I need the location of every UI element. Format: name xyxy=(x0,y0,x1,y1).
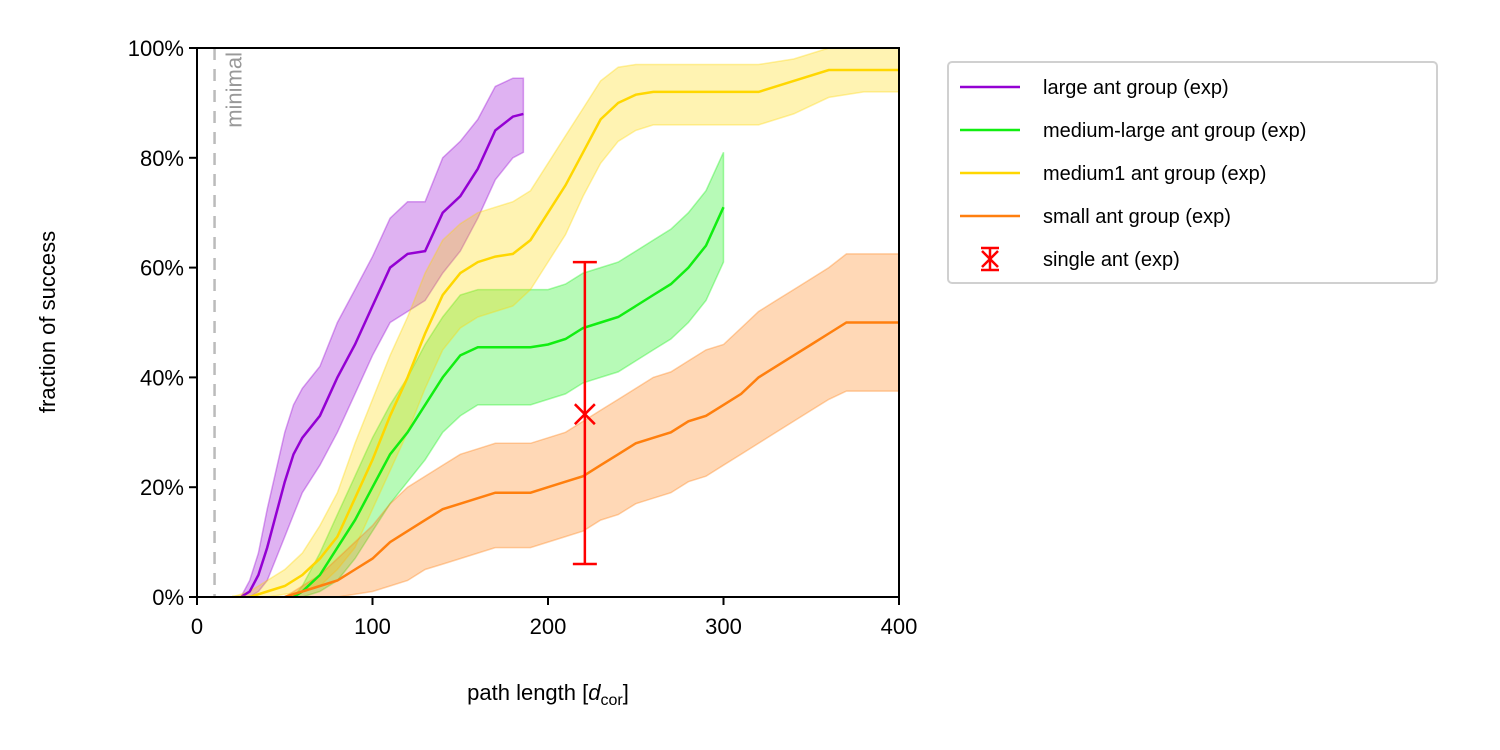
legend-item: small ant group (exp) xyxy=(960,206,1231,228)
series-line-0 xyxy=(240,112,524,597)
legend-label: medium-large ant group (exp) xyxy=(1043,120,1306,142)
legend-item: single ant (exp) xyxy=(981,246,1180,272)
legend: large ant group (exp) medium-large ant gr… xyxy=(947,61,1438,284)
series-line-2 xyxy=(232,68,899,597)
y-tick-label: 60% xyxy=(140,256,184,281)
legend-label: small ant group (exp) xyxy=(1043,206,1231,228)
minimal-annotation: minimal xyxy=(222,52,247,128)
plot-content: minimal xyxy=(213,48,899,597)
plot-area: minimal xyxy=(213,48,899,597)
confidence-band-2 xyxy=(231,48,899,597)
legend-box xyxy=(947,61,1438,284)
legend-label: large ant group (exp) xyxy=(1043,77,1229,99)
legend-item: medium1 ant group (exp) xyxy=(960,163,1266,185)
x-tick-label: 200 xyxy=(530,614,567,639)
legend-items: large ant group (exp) medium-large ant gr… xyxy=(960,77,1306,272)
legend-errorbar-marker xyxy=(981,250,999,268)
x-tick-label: 100 xyxy=(354,614,391,639)
x-axis-label: path length [dcor] xyxy=(467,680,629,709)
legend-item: large ant group (exp) xyxy=(960,77,1229,99)
errorbar-marker xyxy=(573,403,596,426)
y-tick-label: 40% xyxy=(140,365,184,390)
legend-label: single ant (exp) xyxy=(1043,249,1180,271)
series-line-1 xyxy=(292,206,725,597)
single-ant-errorbar xyxy=(572,260,597,566)
legend-label: medium1 ant group (exp) xyxy=(1043,163,1266,185)
confidence-band-0 xyxy=(240,77,525,597)
y-tick-label: 100% xyxy=(128,36,184,61)
x-tick-label: 300 xyxy=(705,614,742,639)
y-tick-label: 0% xyxy=(152,585,184,610)
y-axis-label: fraction of success xyxy=(35,231,60,413)
x-tick-label: 400 xyxy=(881,614,918,639)
y-tick-label: 20% xyxy=(140,475,184,500)
y-tick-label: 80% xyxy=(140,146,184,171)
legend-item: medium-large ant group (exp) xyxy=(960,120,1306,142)
series-line-3 xyxy=(284,321,899,597)
x-tick-label: 0 xyxy=(191,614,203,639)
axes: 0 100 200 300 400 0% 20% 40% 60% 80% 100% xyxy=(128,36,918,639)
